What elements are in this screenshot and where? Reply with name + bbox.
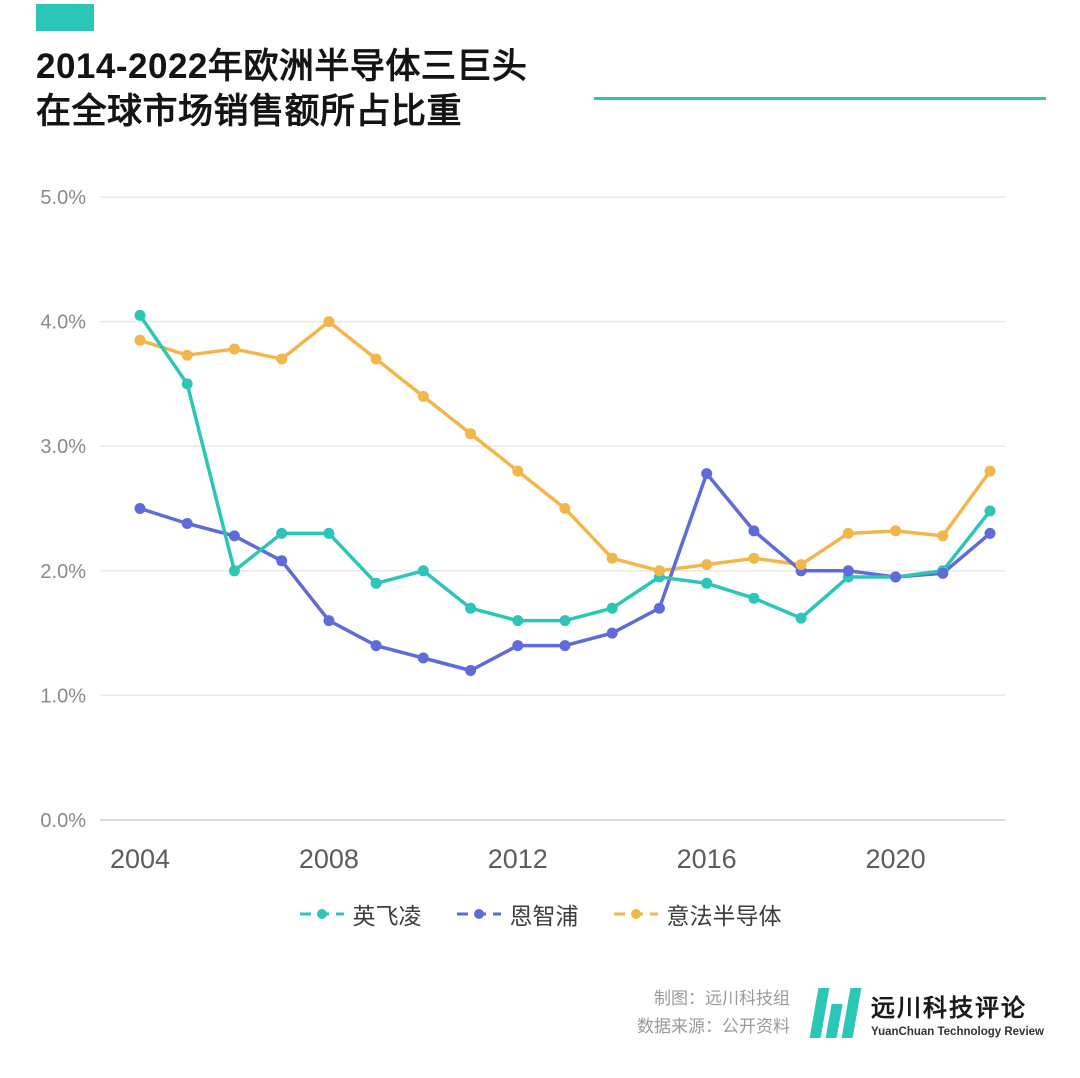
- legend-item-infineon: 英飞凌: [299, 897, 422, 931]
- svg-text:2012: 2012: [488, 844, 548, 874]
- svg-text:2020: 2020: [866, 844, 926, 874]
- x-axis-labels: 2004 2008 2012 2016 2020: [110, 844, 926, 874]
- footer: 制图：远川科技组 数据来源：公开资料 远川科技评论 YuanChuan Tech…: [637, 985, 1044, 1041]
- credits: 制图：远川科技组 数据来源：公开资料: [637, 985, 790, 1041]
- legend-label: 英飞凌: [352, 903, 422, 929]
- svg-text:2008: 2008: [299, 844, 359, 874]
- grid: [100, 196, 1005, 821]
- logo-bar: [825, 1004, 843, 1038]
- svg-text:0.0%: 0.0%: [40, 810, 86, 832]
- credit-source: 数据来源：公开资料: [637, 1017, 791, 1036]
- chart-title-line1: 2014-2022年欧洲半导体三巨头: [36, 47, 528, 86]
- legend-marker-icon: [456, 909, 501, 919]
- legend-item-nxp: 恩智浦: [456, 897, 579, 931]
- chart-title-line2: 在全球市场销售额所占比重: [36, 92, 463, 131]
- legend-marker-icon: [299, 909, 344, 919]
- logo-bars-icon: [809, 988, 862, 1038]
- title-rule-line: [594, 97, 1046, 100]
- yuanchuan-logo: 远川科技评论 YuanChuan Technology Review: [809, 988, 1044, 1038]
- logo-name: 远川科技评论: [871, 995, 1028, 1022]
- svg-text:2.0%: 2.0%: [40, 561, 86, 583]
- chart-title: 2014-2022年欧洲半导体三巨头 在全球市场销售额所占比重: [36, 44, 527, 134]
- legend-label: 恩智浦: [509, 903, 579, 929]
- svg-text:5.0%: 5.0%: [40, 187, 86, 209]
- series-dots-1: [134, 468, 996, 676]
- accent-bar: [36, 4, 94, 31]
- series-markers: [134, 309, 996, 676]
- line-chart: 0.0% 1.0% 2.0% 3.0% 4.0% 5.0% 2004 2008 2012 2016…: [40, 187, 1005, 874]
- series-dots-2: [134, 316, 996, 577]
- svg-text:4.0%: 4.0%: [40, 312, 86, 334]
- legend-item-st: 意法半导体: [613, 897, 782, 931]
- svg-text:1.0%: 1.0%: [40, 685, 86, 707]
- logo-text: 远川科技评论 YuanChuan Technology Review: [871, 988, 1044, 1038]
- credit-maker: 制图：远川科技组: [654, 989, 791, 1008]
- y-axis-labels: 0.0% 1.0% 2.0% 3.0% 4.0% 5.0%: [40, 187, 86, 832]
- logo-bar: [841, 988, 862, 1038]
- legend-label: 意法半导体: [666, 903, 782, 929]
- svg-text:2004: 2004: [110, 844, 170, 874]
- svg-text:3.0%: 3.0%: [40, 436, 86, 458]
- series-line-0: [138, 313, 992, 623]
- svg-text:2016: 2016: [677, 844, 737, 874]
- chart-legend: 英飞凌 恩智浦 意法半导体: [0, 897, 1080, 931]
- logo-subtitle: YuanChuan Technology Review: [871, 1026, 1044, 1038]
- legend-marker-icon: [613, 909, 658, 919]
